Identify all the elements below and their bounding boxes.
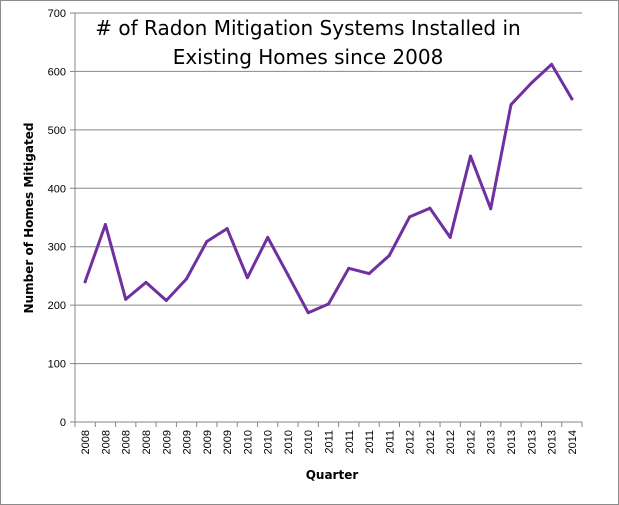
x-tick-label: 2010: [283, 430, 295, 454]
series-lines: [83, 62, 574, 315]
x-tick-label: 2009: [222, 430, 234, 454]
y-tick-label: 100: [48, 359, 66, 371]
x-tick-label: 2008: [80, 430, 92, 454]
data-point: [103, 223, 107, 227]
data-point: [468, 154, 472, 158]
data-point: [144, 280, 148, 284]
y-tick-label: 700: [48, 8, 66, 20]
data-point: [266, 235, 270, 239]
data-point: [509, 103, 513, 107]
axes: [70, 12, 583, 427]
x-tick-label: 2013: [547, 430, 559, 454]
data-point: [327, 302, 330, 306]
x-tick-label: 2010: [263, 430, 275, 454]
x-tick-label: 2013: [506, 430, 518, 454]
y-tick-labels: 0 100 200 300 400 500 600 700: [48, 8, 66, 429]
chart-title-line-2: Existing Homes since 2008: [173, 45, 444, 69]
data-point: [428, 206, 432, 210]
x-tick-label: 2012: [425, 430, 437, 454]
chart-title-line-1: # of Radon Mitigation Systems Installed …: [95, 16, 520, 40]
y-tick-label: 300: [48, 242, 66, 254]
x-tick-label: 2011: [364, 430, 376, 454]
data-point: [367, 272, 371, 276]
x-tick-label: 2008: [100, 430, 112, 454]
x-tick-label: 2011: [384, 430, 396, 454]
x-tick-label: 2009: [161, 430, 173, 454]
data-point: [347, 266, 351, 270]
x-tick-label: 2013: [486, 430, 498, 454]
x-axis-title: Quarter: [306, 468, 359, 482]
y-tick-label: 200: [48, 300, 66, 312]
data-point: [83, 280, 87, 284]
x-tick-label: 2011: [344, 430, 356, 454]
x-tick-label: 2011: [324, 430, 336, 454]
data-point: [306, 311, 310, 315]
x-tick-label: 2009: [182, 430, 194, 454]
x-tick-label: 2010: [303, 430, 315, 454]
y-tick-label: 500: [48, 125, 66, 137]
data-point: [550, 62, 554, 66]
x-tick-label: 2012: [405, 430, 417, 454]
data-point: [205, 239, 209, 243]
data-point: [570, 97, 574, 101]
data-point: [245, 276, 249, 280]
y-tick-label: 400: [48, 183, 66, 195]
x-tick-labels: 2008 2008 2008 2008 2009 2009 2009 2009 2010 2010…: [80, 430, 579, 454]
data-point: [387, 253, 391, 257]
y-tick-label: 0: [60, 417, 66, 429]
data-point: [489, 207, 493, 211]
x-tick-label: 2008: [121, 430, 133, 454]
x-tick-label: 2008: [141, 430, 153, 454]
x-tick-label: 2013: [526, 430, 538, 454]
data-point: [529, 81, 533, 85]
data-point: [225, 227, 229, 231]
data-point: [164, 298, 168, 302]
x-tick-label: 2012: [465, 430, 477, 454]
x-tick-label: 2014: [567, 430, 579, 454]
data-point: [408, 215, 412, 219]
x-tick-label: 2010: [242, 430, 254, 454]
x-tick-label: 2009: [202, 430, 214, 454]
y-axis-title: Number of Homes Mitigated: [22, 123, 36, 314]
data-point: [286, 273, 290, 277]
y-tick-label: 600: [48, 66, 66, 78]
x-tick-label: 2012: [445, 430, 457, 454]
data-point: [185, 277, 189, 281]
gridlines: [75, 12, 582, 365]
data-point: [448, 235, 452, 239]
data-point: [124, 297, 128, 301]
